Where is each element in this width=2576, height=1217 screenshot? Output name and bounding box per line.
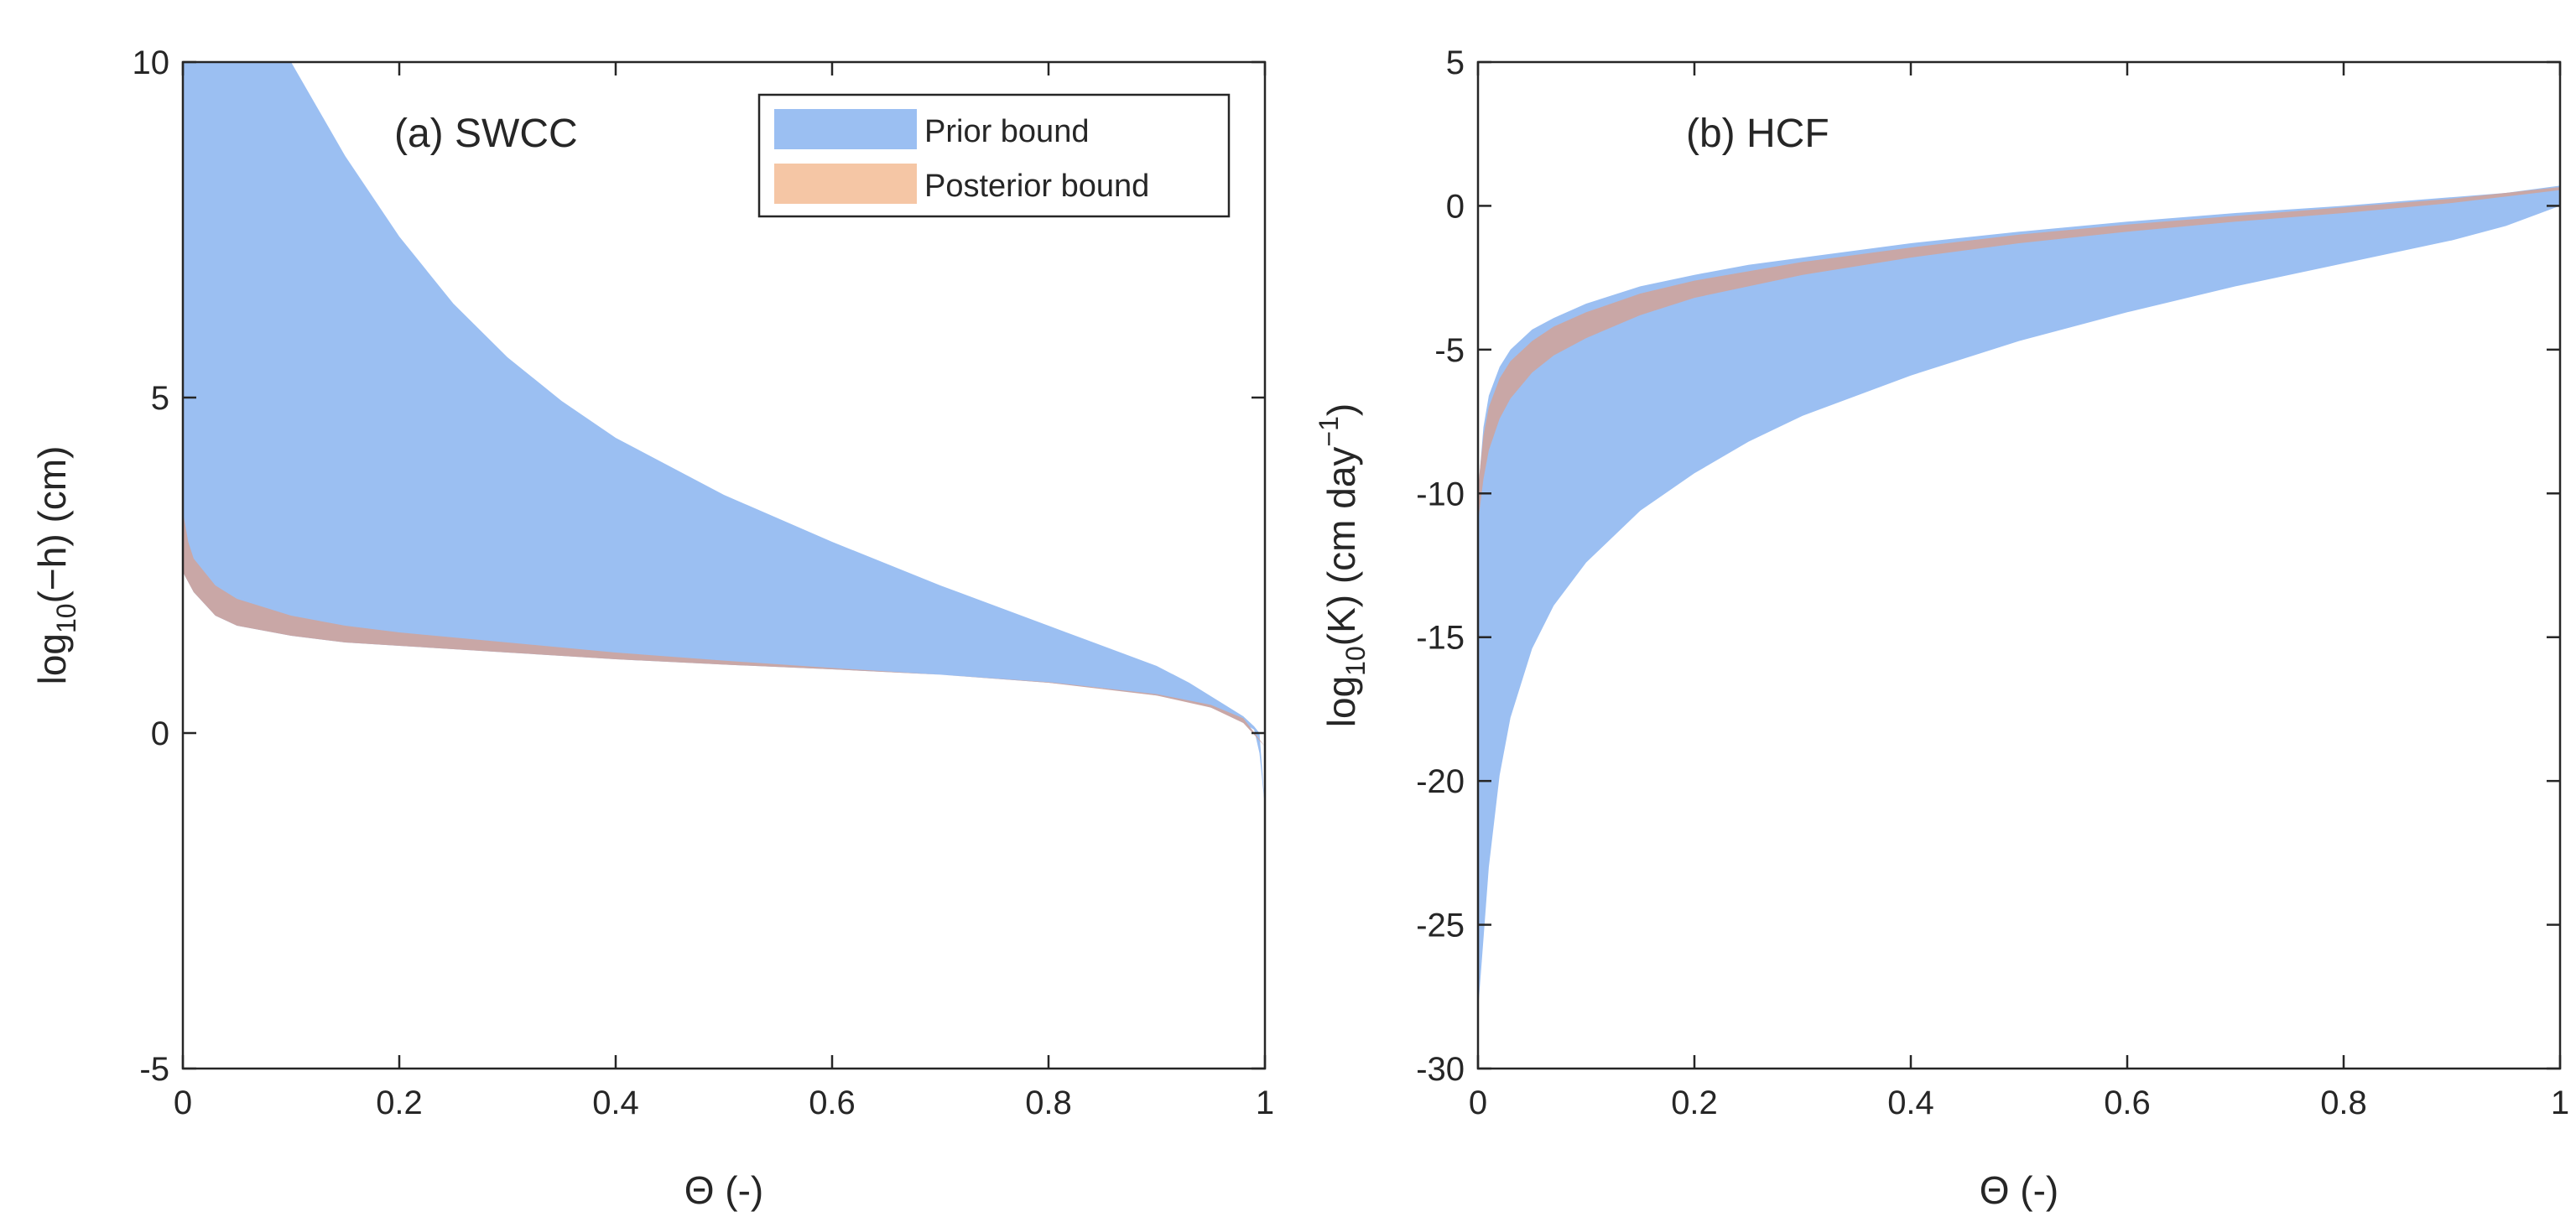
legend-label-posterior: Posterior bound <box>924 169 1149 204</box>
swcc-y-tick-label: -5 <box>139 1051 169 1088</box>
hcf-y-label-close: ) <box>1319 403 1363 416</box>
hcf-band-prior-bound <box>1478 185 2560 1012</box>
hcf-y-label-sup: −1 <box>1314 416 1344 446</box>
swcc-plot-frame <box>181 60 1267 1070</box>
swcc-x-tick-label: 0.2 <box>376 1084 423 1121</box>
hcf-x-tick-label: 0.6 <box>2104 1084 2151 1121</box>
swcc-y-tick-label: 0 <box>151 715 169 752</box>
swcc-x-axis-label: Θ (-) <box>684 1168 764 1212</box>
hcf-plot-frame <box>1476 60 2562 1070</box>
hcf-y-label-rest: (K) (cm day <box>1319 447 1363 647</box>
swcc-y-label-base: log <box>30 633 74 684</box>
hcf-x-tick-label: 0 <box>1469 1084 1487 1121</box>
hcf-y-label-sub: 10 <box>1340 646 1371 676</box>
hcf-x-tick-label: 0.2 <box>1671 1084 1718 1121</box>
legend: Prior bound Posterior bound <box>757 93 1231 218</box>
hcf-x-tick-label: 1 <box>2551 1084 2569 1121</box>
swcc-y-label-sub: 10 <box>51 603 81 633</box>
hcf-title: (b) HCF <box>1686 112 1829 156</box>
hcf-y-tick-label: -30 <box>1416 1051 1465 1088</box>
swcc-x-tick-label: 1 <box>1256 1084 1274 1121</box>
hcf-y-axis-label: log10(K) (cm day−1) <box>1314 403 1371 727</box>
swcc-y-tick-label: 5 <box>151 380 169 417</box>
panel-hcf: 0 0.2 0.4 0.6 0.8 1 -30 -25 -20 -15 -10 -5 0 5 (b) HC… <box>1314 44 2569 1212</box>
swcc-x-tick-label: 0 <box>174 1084 192 1121</box>
legend-label-prior: Prior bound <box>924 114 1089 149</box>
hcf-y-tick-label: -5 <box>1434 332 1465 369</box>
swcc-x-tick-label: 0.4 <box>592 1084 639 1121</box>
hcf-y-tick-label: -15 <box>1416 620 1465 657</box>
swcc-y-label-rest: (−h) (cm) <box>30 446 74 604</box>
swcc-y-axis-label: log10(−h) (cm) <box>30 446 81 685</box>
hcf-y-tick-label: 5 <box>1446 44 1465 81</box>
swcc-band-prior-bound <box>183 62 1265 807</box>
hcf-y-label-base: log <box>1319 676 1363 727</box>
swcc-x-tick-label: 0.8 <box>1025 1084 1072 1121</box>
legend-swatch-prior <box>774 109 917 149</box>
hcf-y-tick-label: -25 <box>1416 908 1465 944</box>
hcf-x-tick-label: 0.8 <box>2320 1084 2367 1121</box>
hcf-y-tick-label: 0 <box>1446 188 1465 225</box>
hcf-x-axis-label: Θ (-) <box>1980 1168 2059 1212</box>
swcc-title: (a) SWCC <box>394 112 578 156</box>
hcf-y-tick-label: -20 <box>1416 763 1465 800</box>
hcf-y-tick-label: -10 <box>1416 476 1465 512</box>
hcf-x-tick-label: 0.4 <box>1887 1084 1934 1121</box>
legend-swatch-posterior <box>774 164 917 204</box>
swcc-y-tick-label: 10 <box>133 44 170 81</box>
swcc-x-tick-label: 0.6 <box>809 1084 856 1121</box>
